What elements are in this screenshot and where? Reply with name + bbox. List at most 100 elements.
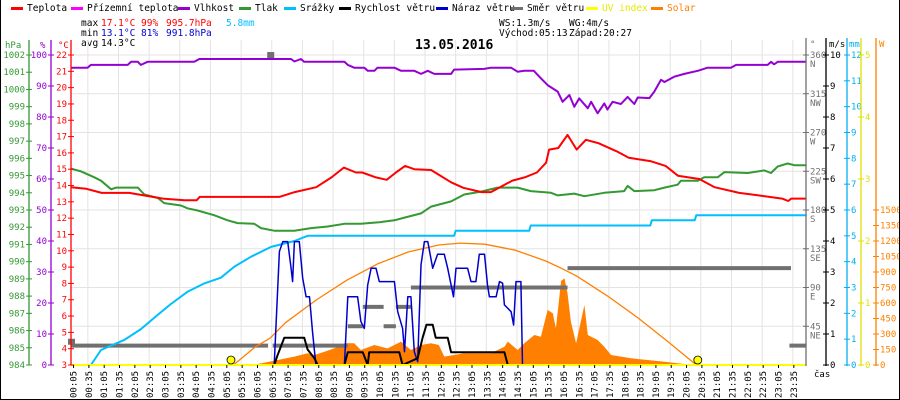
x-tick-label: 13:35 (483, 371, 493, 398)
sun-marker (226, 355, 236, 365)
legend-label: Solar (667, 2, 696, 14)
wind-tick-label: 0 (830, 361, 835, 371)
legend-label: Rychlost větru (355, 2, 436, 14)
x-tick-label: 08:35 (330, 371, 340, 398)
rain-tick-label: 0 (851, 361, 856, 371)
direction-compass-label: SW (810, 176, 821, 186)
temperature-tick-label: 5 (62, 328, 67, 338)
legend-item: Solar (651, 2, 696, 14)
x-tick-label: 03:05 (162, 371, 172, 398)
x-tick-label: 19:35 (667, 371, 677, 398)
direction-compass-label: W (810, 138, 816, 148)
wind-tick-label: 8 (830, 113, 835, 123)
legend-label: Vlhkost (194, 2, 235, 14)
pressure-tick-label: 991 (9, 240, 25, 250)
rain-line (90, 214, 807, 366)
x-tick-label: 20:05 (683, 371, 693, 398)
stat-max-label: max (81, 18, 99, 29)
pressure-tick-label: 1000 (3, 85, 25, 95)
solar-axis-unit: W (879, 40, 885, 50)
solar-tick-label: 450 (880, 315, 896, 325)
stat-wind-gust: WG:4m/s (569, 18, 610, 29)
temperature-tick-label: 15 (56, 165, 67, 175)
wind-tick-label: 5 (830, 206, 835, 216)
humidity-tick-label: 60 (36, 175, 47, 185)
pressure-tick-label: 1001 (3, 68, 25, 78)
x-tick-label: 05:35 (238, 371, 248, 398)
uv-tick-label: 2 (865, 237, 870, 247)
uv-tick-label: 4 (865, 113, 870, 123)
uv-tick-label: 3 (865, 175, 870, 185)
direction-compass-label: NW (810, 99, 821, 109)
wind-tick-label: 10 (830, 51, 841, 61)
temperature-tick-label: 8 (62, 279, 67, 289)
wind-line (273, 323, 509, 366)
direction-compass-label: SE (810, 254, 821, 264)
direction-axis-unit: ° (810, 40, 815, 50)
x-tick-label: 20:35 (698, 371, 708, 398)
humidity-line (71, 58, 807, 115)
x-tick-label: 18:35 (637, 371, 647, 398)
legend-item: UV index (586, 2, 648, 14)
legend-label: Přízemní teplota (87, 2, 179, 14)
legend-label: Tlak (255, 2, 278, 14)
wind-tick-label: 7 (830, 144, 835, 154)
legend-label: Náraz větru (452, 2, 515, 14)
stat-max-rain: 5.8mm (226, 18, 255, 29)
wind-direction-point (267, 52, 275, 58)
solar-tick-label: 300 (880, 330, 896, 340)
x-tick-label: 17:35 (606, 371, 616, 398)
rain-tick-label: 8 (851, 154, 856, 164)
x-tick-label: 12:05 (437, 371, 447, 398)
humidity-tick-label: 0 (42, 361, 47, 371)
gust-line (273, 240, 524, 366)
legend-swatch (586, 6, 598, 10)
humidity-tick-label: 80 (36, 113, 47, 123)
humidity-axis-unit: % (40, 41, 46, 51)
pressure-tick-label: 1002 (3, 51, 25, 61)
stat-avg-label: avg (81, 38, 99, 49)
legend-label: UV index (602, 2, 648, 14)
x-tick-label: 12:35 (453, 371, 463, 398)
temperature-tick-label: 7 (62, 296, 67, 306)
x-tick-label: 09:35 (361, 371, 371, 398)
x-tick-label: 22:35 (759, 371, 769, 398)
wind-direction-segment (347, 324, 363, 329)
rain-tick-label: 11 (851, 77, 862, 87)
pressure-tick-label: 992 (9, 223, 25, 233)
temperature-tick-label: 16 (56, 149, 67, 159)
temperature-axis-unit: °C (58, 41, 69, 51)
rain-tick-label: 9 (851, 129, 856, 139)
x-tick-label: 01:35 (116, 371, 126, 398)
temperature-tick-label: 21 (56, 67, 67, 77)
stat-max-pressure: 995.7hPa (166, 18, 212, 29)
solar-tick-label: 1500 (880, 206, 900, 216)
uv-tick-label: 0 (865, 361, 870, 371)
direction-compass-label: E (810, 293, 815, 303)
pressure-tick-label: 989 (9, 275, 25, 285)
rain-tick-label: 6 (851, 206, 856, 216)
chart-title: 13.05.2016 (415, 38, 494, 53)
temperature-tick-label: 18 (56, 116, 67, 126)
humidity-tick-label: 100 (31, 51, 47, 61)
humidity-tick-label: 70 (36, 144, 47, 154)
x-tick-label: 19:05 (652, 371, 662, 398)
wind-direction-segment (272, 343, 348, 348)
x-tick-label: 21:05 (713, 371, 723, 398)
temperature-tick-label: 20 (56, 84, 67, 94)
stat-sunset: Západ:20:27 (569, 28, 632, 39)
x-tick-label: 04:35 (207, 371, 217, 398)
stat-min-temp: 13.1°C (101, 28, 136, 39)
solar-tick-label: 150 (880, 346, 896, 356)
temperature-line (70, 133, 807, 202)
direction-tick-label: 360 (810, 51, 826, 61)
legend-item: Srážky (284, 2, 334, 14)
x-tick-label: 14:05 (499, 371, 509, 398)
legend-swatch (178, 6, 190, 10)
wind-direction-segment (789, 343, 807, 348)
x-tick-label: 15:05 (529, 371, 539, 398)
temperature-tick-label: 6 (62, 312, 67, 322)
direction-compass-label: NE (810, 331, 821, 341)
